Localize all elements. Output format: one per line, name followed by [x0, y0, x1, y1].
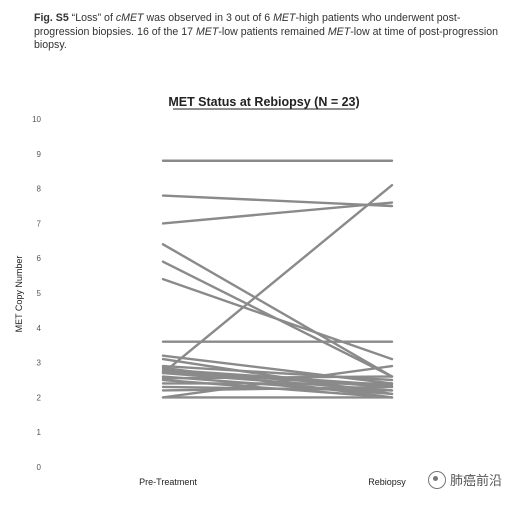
caption-text: “Loss” of cMET was observed in 3 out of …: [34, 12, 498, 51]
y-tick-label: 10: [32, 115, 41, 124]
caption-segment: MET: [273, 12, 296, 24]
caption-segment: MET: [195, 25, 219, 38]
x-tick-label: Pre-Treatment: [139, 477, 197, 487]
watermark-text: 肺癌前沿: [450, 473, 503, 488]
y-tick-label: 1: [37, 428, 42, 437]
y-axis-label: MET Copy Number: [14, 256, 24, 333]
y-tick-label: 9: [37, 150, 42, 159]
patient-line-4: [161, 243, 394, 378]
chart-title: MET Status at Rebiopsy (N = 23): [168, 95, 359, 109]
wechat-logo-icon: [428, 470, 446, 489]
watermark: 肺癌前沿: [428, 470, 502, 489]
caption-segment: MET: [327, 25, 351, 38]
caption-segment: -low at time of post-progression biopsy.: [34, 25, 499, 52]
caption-segment: -high patients who underwent post-progre…: [34, 12, 461, 38]
x-tick-label: Rebiopsy: [368, 477, 406, 487]
patient-line-15: [161, 183, 394, 375]
patient-line-23: [161, 364, 394, 399]
patient-line-2: [161, 194, 394, 208]
y-tick-label: 0: [37, 463, 42, 472]
patient-line-21: [161, 385, 394, 392]
y-tick-label: 7: [37, 219, 42, 228]
y-tick-label: 3: [37, 359, 42, 368]
patient-line-17: [161, 375, 394, 380]
figure-caption: Fig. S5 “Loss” of cMET was observed in 3…: [34, 12, 504, 53]
series-lines: [161, 159, 394, 399]
x-axis-ticks: Pre-Treatment Rebiopsy: [139, 477, 406, 487]
y-tick-label: 6: [37, 254, 42, 263]
y-axis-ticks: 0 1 2 3 4 5 6 7 8 9 10: [32, 115, 41, 472]
caption-segment: “Loss” of: [68, 12, 116, 24]
y-tick-label: 2: [37, 393, 42, 402]
patient-line-3: [161, 201, 394, 225]
caption-segment: cMET: [115, 12, 144, 24]
y-tick-label: 8: [37, 185, 42, 194]
y-tick-label: 4: [37, 324, 42, 333]
caption-segment: -low patients remained: [218, 25, 328, 38]
caption-segment: was observed in 3 out of 6: [143, 12, 274, 24]
y-tick-label: 5: [37, 289, 42, 298]
caption-label: Fig. S5: [34, 12, 69, 24]
patient-line-6: [161, 277, 394, 361]
